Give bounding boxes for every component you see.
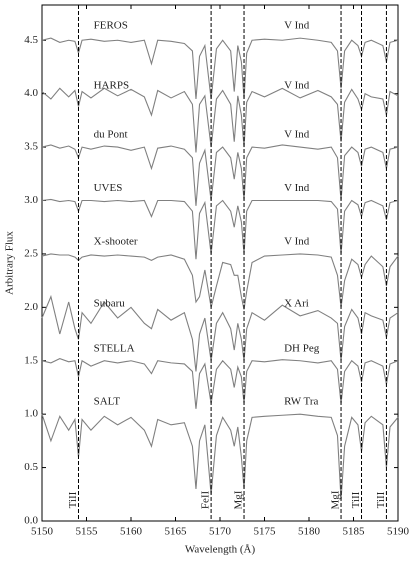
spectrum-line	[41, 37, 399, 100]
spectrum-line	[41, 198, 399, 260]
x-tick-label: 5165	[165, 526, 188, 538]
spectrum-star: V Ind	[284, 79, 310, 91]
line-marker-label: MgI	[330, 490, 342, 509]
x-tick-label: 5170	[209, 526, 232, 538]
spectrum-name: UVES	[94, 182, 123, 194]
x-axis-label: Wavelength (Å)	[185, 544, 256, 556]
spectrum-star: X Ari	[284, 297, 309, 309]
y-tick-label: 0.5	[24, 461, 38, 473]
x-tick-label: 5155	[76, 526, 99, 538]
line-marker-label: TiII	[350, 491, 362, 508]
spectrum-line	[41, 294, 399, 372]
x-tick-label: 5190	[387, 526, 410, 538]
spectrum-name: du Pont	[94, 129, 128, 141]
spectrum-star: V Ind	[284, 235, 310, 247]
spectrum-line	[41, 253, 399, 310]
spectrum-star: RW Tra	[284, 396, 318, 408]
spectrum-star: V Ind	[284, 20, 310, 32]
y-tick-label: 2.0	[24, 301, 38, 313]
y-axis-label: Arbitrary Flux	[4, 231, 16, 295]
y-tick-label: 1.5	[24, 354, 38, 366]
x-tick-label: 5185	[343, 526, 366, 538]
spectrum-line	[41, 87, 399, 153]
y-tick-label: 4.0	[24, 87, 38, 99]
y-tick-label: 3.0	[24, 194, 38, 206]
spectrum-name: STELLA	[94, 342, 135, 354]
x-tick-label: 5175	[254, 526, 277, 538]
x-tick-label: 5180	[298, 526, 321, 538]
line-marker-label: TiII	[375, 491, 387, 508]
line-marker-label: TiII	[67, 491, 79, 508]
x-tick-label: 5150	[31, 526, 54, 538]
y-tick-label: 4.5	[24, 34, 38, 46]
spectrum-name: FEROS	[94, 20, 128, 32]
y-tick-label: 3.5	[24, 141, 38, 153]
y-tick-label: 2.5	[24, 247, 38, 259]
spectrum-name: X-shooter	[94, 235, 138, 247]
spectrum-line	[41, 358, 399, 409]
spectrum-star: DH Peg	[284, 342, 320, 354]
x-tick-label: 5160	[120, 526, 143, 538]
y-tick-label: 1.0	[24, 408, 38, 420]
spectrum-name: Subaru	[94, 297, 126, 309]
spectrum-name: HARPS	[94, 79, 129, 91]
spectrum-star: V Ind	[284, 182, 310, 194]
line-marker-label: FeII	[200, 491, 212, 510]
spectrum-star: V Ind	[284, 129, 310, 141]
spectrum-line	[41, 413, 399, 500]
spectrum-line	[41, 144, 399, 206]
spectrum-name: SALT	[94, 396, 121, 408]
line-marker-label: MgI	[233, 490, 245, 509]
y-tick-label: 0.0	[24, 515, 38, 527]
